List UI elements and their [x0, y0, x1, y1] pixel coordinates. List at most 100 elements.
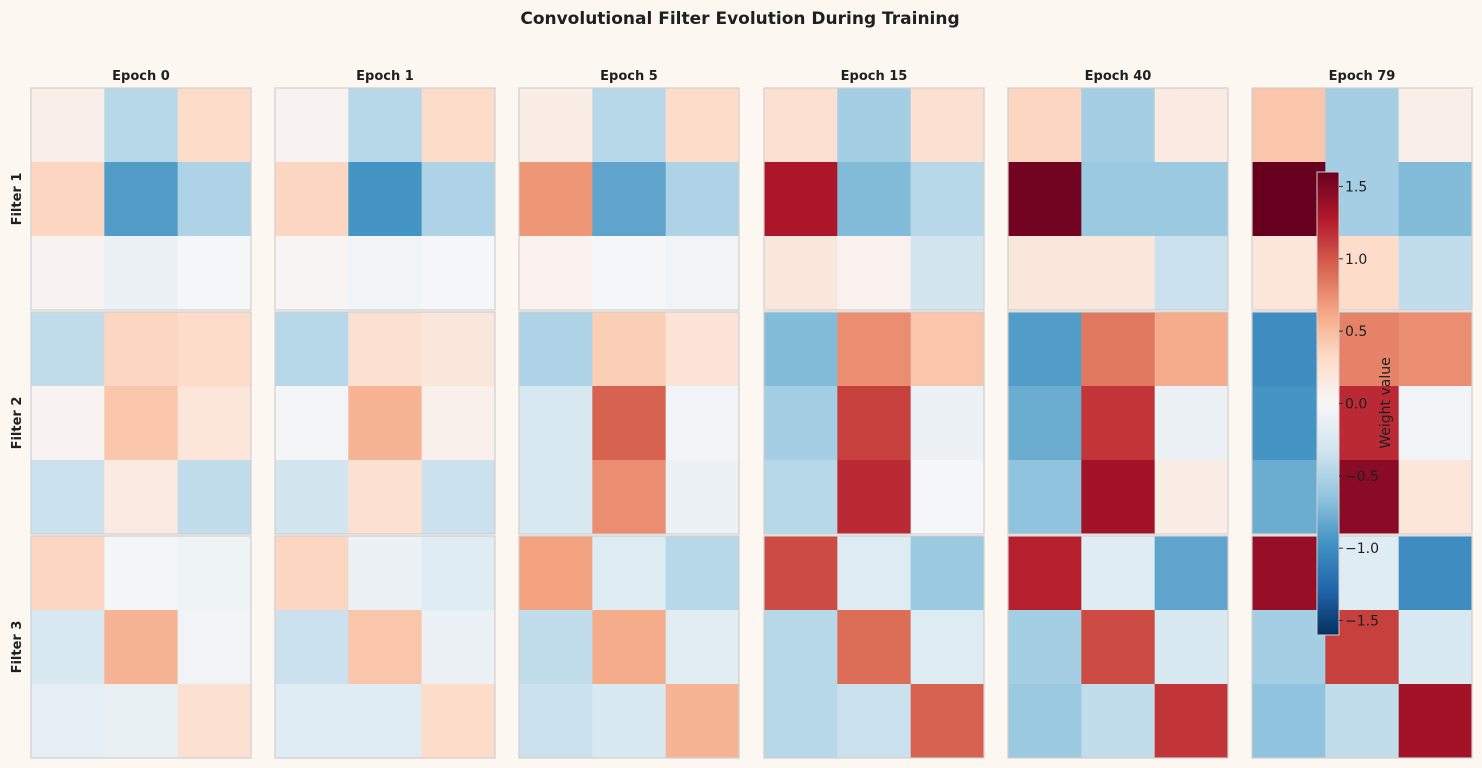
heatmap-panels: [30, 87, 1473, 759]
heatmap-cell: [665, 312, 740, 387]
heatmap-cell: [1252, 88, 1326, 163]
heatmap-cell: [837, 88, 912, 163]
heatmap-cell: [275, 536, 349, 611]
heatmap-cell: [910, 610, 985, 685]
heatmap-cell: [177, 684, 252, 759]
heatmap-cell: [910, 162, 985, 237]
heatmap-cell: [275, 610, 349, 685]
heatmap-cell: [1154, 162, 1229, 237]
heatmap-cell: [837, 162, 912, 237]
panel-r0-c3: [763, 87, 985, 311]
panel-r1-c4: [1007, 311, 1229, 535]
heatmap-cell: [31, 312, 105, 387]
heatmap-cell: [177, 236, 252, 311]
panel-border: [30, 311, 252, 535]
panel-border: [274, 87, 496, 311]
heatmap-cell: [1008, 610, 1082, 685]
heatmap-cell: [275, 460, 349, 535]
colorbar-tick-label: −1.0: [1345, 541, 1379, 557]
heatmap-cell: [1398, 460, 1473, 535]
heatmap-cell: [1398, 312, 1473, 387]
heatmap-cell: [31, 460, 105, 535]
colorbar-label: Weight value: [1378, 357, 1394, 448]
heatmap-cell: [275, 386, 349, 461]
heatmap-cell: [592, 236, 667, 311]
heatmap-cell: [764, 386, 838, 461]
heatmap-cell: [910, 88, 985, 163]
heatmap-cell: [519, 236, 593, 311]
colorbar-tick-label: 0.0: [1345, 397, 1367, 413]
panel-r1-c2: [518, 311, 740, 535]
heatmap-cell: [910, 460, 985, 535]
heatmap-cell: [348, 312, 423, 387]
row-label-2: Filter 3: [10, 621, 25, 674]
heatmap-cell: [1325, 684, 1400, 759]
heatmap-cell: [1154, 312, 1229, 387]
panel-border: [518, 87, 740, 311]
heatmap-cell: [1081, 610, 1156, 685]
heatmap-cell: [1008, 386, 1082, 461]
heatmap-cell: [910, 236, 985, 311]
heatmap-cell: [1252, 684, 1326, 759]
heatmap-cell: [910, 386, 985, 461]
heatmap-cell: [421, 88, 496, 163]
heatmap-cell: [1081, 162, 1156, 237]
panel-r0-c1: [274, 87, 496, 311]
heatmap-cell: [519, 386, 593, 461]
heatmap-cell: [764, 162, 838, 237]
heatmap-cell: [421, 236, 496, 311]
heatmap-cell: [31, 162, 105, 237]
panel-border: [518, 311, 740, 535]
heatmap-cell: [421, 386, 496, 461]
colorbar: 1.5 1.0 0.5 0.0 −0.5 −1.0 −1.5 Weight value: [1316, 171, 1394, 636]
heatmap-cell: [1154, 88, 1229, 163]
heatmap-cell: [764, 684, 838, 759]
heatmap-cell: [348, 162, 423, 237]
column-title-1: Epoch 1: [356, 69, 414, 84]
heatmap-cell: [104, 312, 179, 387]
row-labels: Filter 1 Filter 2 Filter 3: [10, 173, 25, 674]
colorbar-tick-label: 0.5: [1345, 324, 1367, 340]
heatmap-cell: [275, 684, 349, 759]
heatmap-cell: [1398, 236, 1473, 311]
panel-r2-c0: [30, 535, 252, 759]
panel-r2-c2: [518, 535, 740, 759]
heatmap-cell: [837, 610, 912, 685]
heatmap-cell: [177, 610, 252, 685]
heatmap-cell: [1398, 386, 1473, 461]
heatmap-cell: [837, 684, 912, 759]
heatmap-cell: [275, 88, 349, 163]
panel-border: [30, 87, 252, 311]
heatmap-cell: [910, 312, 985, 387]
heatmap-cell: [421, 684, 496, 759]
heatmap-cell: [764, 536, 838, 611]
heatmap-cell: [665, 460, 740, 535]
panel-r1-c1: [274, 311, 496, 535]
heatmap-cell: [348, 684, 423, 759]
panel-border: [1007, 87, 1229, 311]
panel-r0-c2: [518, 87, 740, 311]
panel-r0-c4: [1007, 87, 1229, 311]
heatmap-cell: [592, 610, 667, 685]
heatmap-cell: [592, 460, 667, 535]
heatmap-cell: [1154, 460, 1229, 535]
heatmap-cell: [1008, 536, 1082, 611]
heatmap-cell: [1398, 536, 1473, 611]
heatmap-cell: [177, 386, 252, 461]
heatmap-cell: [1081, 236, 1156, 311]
panel-r1-c5: [1251, 311, 1473, 535]
heatmap-cell: [1081, 460, 1156, 535]
heatmap-cell: [1081, 88, 1156, 163]
heatmap-cell: [1398, 162, 1473, 237]
heatmap-cell: [764, 88, 838, 163]
heatmap-cell: [348, 88, 423, 163]
heatmap-cell: [1398, 610, 1473, 685]
heatmap-cell: [1154, 386, 1229, 461]
panel-border: [1007, 311, 1229, 535]
panel-r2-c5: [1251, 535, 1473, 759]
heatmap-cell: [592, 684, 667, 759]
column-title-5: Epoch 79: [1329, 69, 1396, 84]
panel-border: [518, 535, 740, 759]
heatmap-cell: [104, 88, 179, 163]
